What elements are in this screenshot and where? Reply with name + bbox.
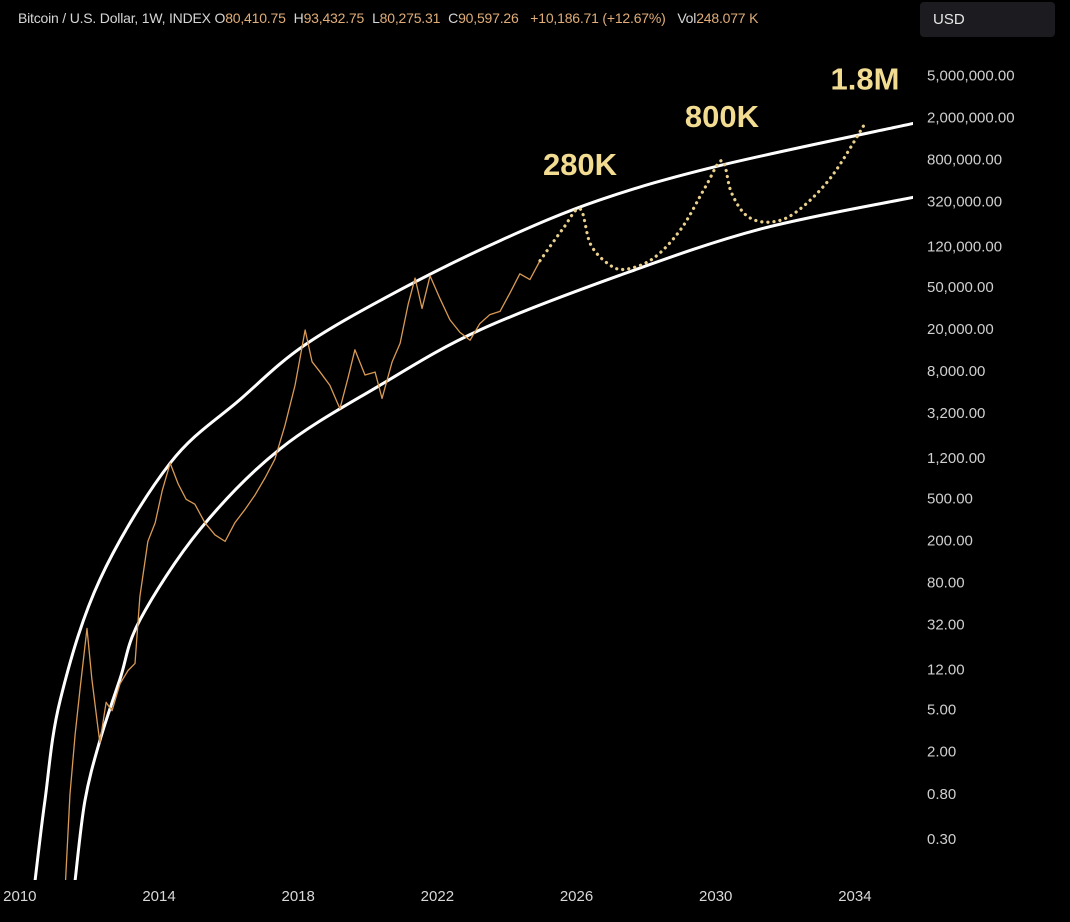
ohlc-label: C <box>448 10 459 26</box>
symbol-title: Bitcoin / U.S. Dollar, 1W, INDEX <box>18 10 211 26</box>
ohlc-label: L <box>372 10 380 26</box>
y-tick-label: 500.00 <box>927 490 973 507</box>
y-tick-label: 12.00 <box>927 661 965 678</box>
x-tick-label: 2010 <box>3 888 36 905</box>
series-line <box>538 121 867 272</box>
y-tick-label: 5.00 <box>927 702 956 719</box>
annotation: 280K <box>543 147 618 182</box>
y-tick-label: 0.80 <box>927 786 956 803</box>
y-tick-label: 200.00 <box>927 532 973 549</box>
ohlc: O80,410.75 H93,432.75 L80,275.31 C90,597.26 <box>214 10 526 26</box>
annotation: 1.8M <box>831 62 900 97</box>
chart-legend: Bitcoin / U.S. Dollar, 1W, INDEX O80,410… <box>18 10 766 26</box>
currency-button[interactable]: USD <box>920 2 1055 37</box>
y-tick-label: 2.00 <box>927 744 956 761</box>
series-line <box>64 260 541 880</box>
volume-label: Vol <box>677 10 697 26</box>
y-tick-label: 5,000,000.00 <box>927 68 1015 85</box>
ohlc-label: O <box>214 10 226 26</box>
ohlc-value: 80,275.31 <box>379 10 441 26</box>
ohlc-value: 80,410.75 <box>225 10 286 26</box>
y-tick-label: 0.30 <box>927 831 956 848</box>
y-tick-label: 1,200.00 <box>927 450 985 467</box>
x-tick-label: 2034 <box>838 888 871 905</box>
y-tick-label: 3,200.00 <box>927 405 985 422</box>
x-tick-label: 2014 <box>142 888 175 905</box>
y-tick-label: 120,000.00 <box>927 239 1002 256</box>
plot-area <box>33 121 913 880</box>
y-tick-label: 800,000.00 <box>927 152 1002 169</box>
y-tick-label: 80.00 <box>927 574 965 591</box>
y-tick-label: 8,000.00 <box>927 363 985 380</box>
y-tick-label: 2,000,000.00 <box>927 110 1015 127</box>
y-tick-label: 20,000.00 <box>927 321 994 338</box>
ohlc-value: 93,432.75 <box>303 10 365 26</box>
volume-value: 248.077 K <box>696 10 759 26</box>
annotation: 800K <box>685 99 760 134</box>
y-tick-label: 320,000.00 <box>927 194 1002 211</box>
x-tick-label: 2018 <box>281 888 314 905</box>
x-tick-label: 2022 <box>421 888 454 905</box>
series-line <box>33 121 913 880</box>
change: +10,186.71 (+12.67%) <box>530 10 666 26</box>
x-tick-label: 2026 <box>560 888 593 905</box>
ohlc-value: 90,597.26 <box>458 10 519 26</box>
series-line <box>73 195 913 880</box>
x-tick-label: 2030 <box>699 888 732 905</box>
y-tick-label: 32.00 <box>927 616 965 633</box>
ohlc-label: H <box>293 10 304 26</box>
y-tick-label: 50,000.00 <box>927 279 994 296</box>
